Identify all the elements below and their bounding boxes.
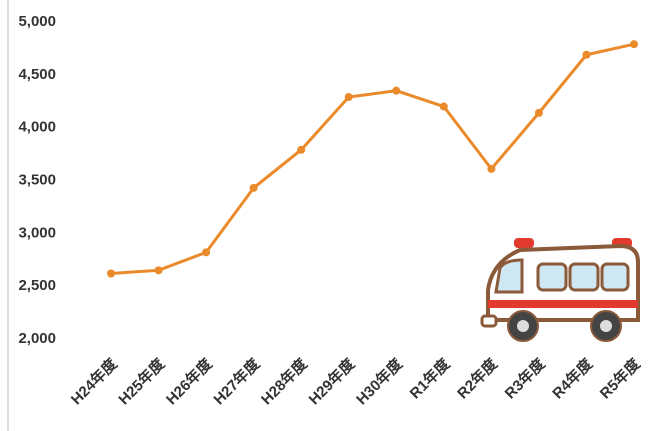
y-tick-label: 4,000 xyxy=(18,119,56,136)
series-line xyxy=(110,42,635,275)
y-tick-label: 2,000 xyxy=(18,330,56,347)
data-point xyxy=(297,145,306,154)
data-point xyxy=(392,86,401,95)
ambulance-illustration xyxy=(480,238,640,342)
x-tick-label: H26年度 xyxy=(162,354,216,408)
x-tick-label: H29年度 xyxy=(305,354,359,408)
data-point xyxy=(107,269,115,278)
y-tick-label: 2,500 xyxy=(18,277,56,294)
x-tick-label: R1年度 xyxy=(406,354,454,402)
data-point xyxy=(582,50,591,59)
x-tick-label: H24年度 xyxy=(67,354,121,408)
data-point xyxy=(630,40,638,49)
y-tick-label: 3,000 xyxy=(18,224,56,241)
data-point xyxy=(249,183,258,192)
data-point xyxy=(487,164,496,173)
y-tick-label: 3,500 xyxy=(18,171,56,188)
data-point xyxy=(534,108,543,117)
x-tick-label: R2年度 xyxy=(453,354,501,402)
data-point xyxy=(439,102,448,111)
data-point xyxy=(154,266,163,275)
data-point xyxy=(344,93,353,102)
x-tick-label: H27年度 xyxy=(210,354,264,408)
x-tick-label: R3年度 xyxy=(501,354,549,402)
y-tick-label: 4,500 xyxy=(18,66,56,83)
data-point xyxy=(202,248,211,257)
y-tick-label: 5,000 xyxy=(18,13,56,30)
x-tick-label: R4年度 xyxy=(549,354,597,402)
x-tick-label: H25年度 xyxy=(115,354,169,408)
x-tick-label: H30年度 xyxy=(352,354,406,408)
x-tick-label: H28年度 xyxy=(257,354,311,408)
x-tick-label: R5年度 xyxy=(596,354,644,402)
